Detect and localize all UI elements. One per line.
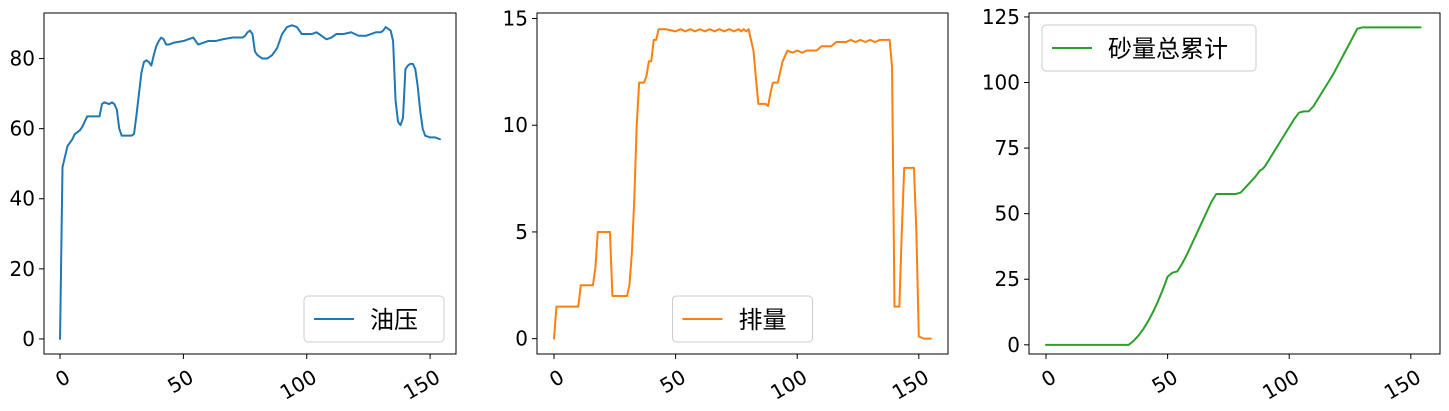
y-tick-label: 75 — [995, 136, 1020, 160]
x-tick-label: 50 — [163, 365, 197, 399]
x-tick-label: 0 — [1037, 365, 1060, 392]
y-tick-label: 60 — [10, 117, 35, 141]
series-line-2-0 — [1045, 26, 1422, 346]
axes-frame — [536, 12, 949, 355]
y-tick-label: 0 — [515, 327, 528, 351]
legend-box — [303, 295, 445, 343]
subplot-oil-pressure: 0 20 40 60 80 0 50 100 150 油压 — [10, 12, 457, 405]
y-tick-label: 20 — [10, 257, 35, 281]
series-line-0-0 — [59, 24, 441, 340]
x-tick-label: 150 — [888, 365, 933, 405]
x-tick-label: 150 — [399, 365, 444, 405]
axes-frame — [43, 12, 457, 355]
y-tick-label: 10 — [503, 113, 528, 137]
axes-frame — [1028, 12, 1441, 355]
legend-label: 油压 — [370, 306, 418, 334]
x-tick-label: 100 — [1258, 365, 1303, 405]
y-tick-label: 50 — [995, 202, 1020, 226]
y-tick-label: 5 — [515, 220, 528, 244]
x-tick-label: 50 — [1148, 365, 1182, 399]
legend: 砂量总累计 — [1041, 24, 1257, 72]
x-tick-label: 150 — [1380, 365, 1425, 405]
y-tick-label: 0 — [22, 327, 35, 351]
subplot-cumulative-sand: 0 25 50 75 100 125 0 50 100 150 砂量总累计 — [982, 5, 1441, 405]
x-tick-label: 100 — [766, 365, 811, 405]
legend: 排量 — [672, 295, 813, 343]
y-tick-label: 80 — [10, 47, 35, 71]
legend-box — [672, 295, 813, 343]
legend: 油压 — [303, 295, 445, 343]
y-tick-label: 25 — [995, 267, 1020, 291]
y-tick-label: 125 — [982, 5, 1020, 29]
series-line-1-0 — [553, 28, 932, 340]
x-tick-label: 100 — [276, 365, 321, 405]
legend-label: 砂量总累计 — [1108, 35, 1228, 63]
y-tick-label: 100 — [982, 71, 1020, 95]
y-tick-label: 0 — [1007, 333, 1020, 357]
y-tick-label: 40 — [10, 187, 35, 211]
x-tick-label: 50 — [656, 365, 690, 399]
x-tick-label: 0 — [545, 365, 568, 392]
x-tick-label: 0 — [51, 365, 74, 392]
legend-box — [1041, 24, 1257, 72]
legend-label: 排量 — [739, 306, 787, 334]
y-tick-label: 15 — [503, 7, 528, 31]
